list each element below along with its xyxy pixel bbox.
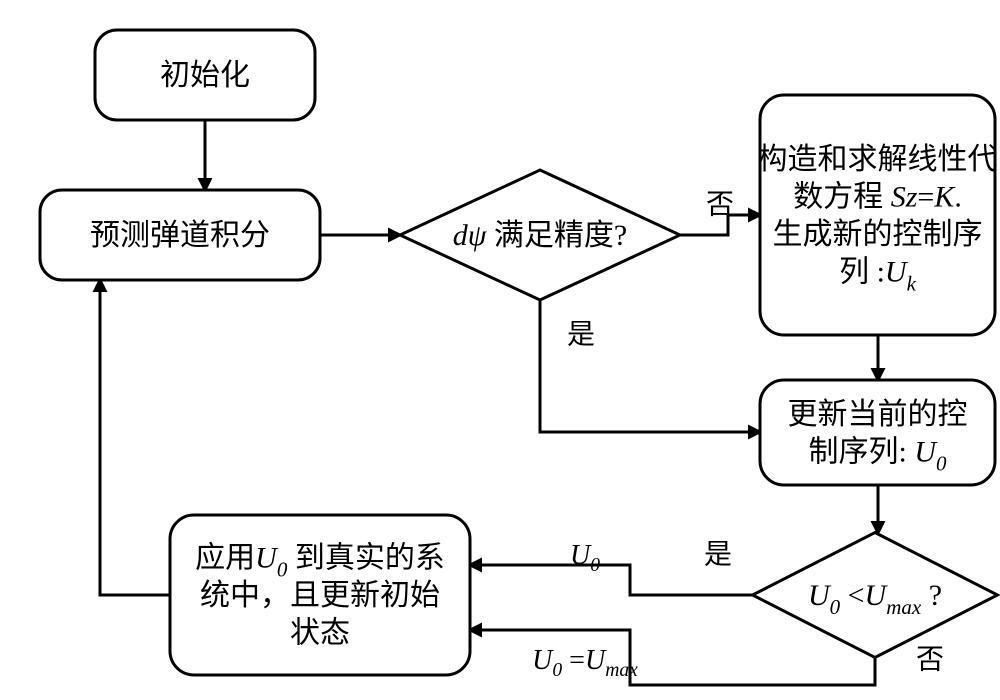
edge-label-e_d1_no_solve: 否 bbox=[706, 190, 734, 221]
edge-label-e_d2_yes_apply: 是 bbox=[704, 540, 732, 571]
node-solve-line-1: 数方程 Sz=K. bbox=[793, 180, 962, 213]
node-apply-line-1: 统中，且更新初始 bbox=[200, 579, 440, 612]
node-solve: 构造和求解线性代数方程 Sz=K.生成新的控制序列 :Uk bbox=[758, 95, 998, 335]
node-update-line-0: 更新当前的控 bbox=[788, 397, 968, 430]
edge-label2-e_d2_yes_apply: U0 bbox=[570, 540, 600, 577]
node-update: 更新当前的控制序列: U0 bbox=[760, 380, 995, 485]
node-apply-line-2: 状态 bbox=[290, 616, 350, 649]
node-decide2: U0 <Umax ? bbox=[753, 533, 998, 658]
edge-label-e_d2_no_apply: 否 bbox=[916, 645, 944, 676]
node-apply: 应用U0 到真实的系统中，且更新初始状态 bbox=[170, 515, 470, 675]
edge-label-e_d1_yes_update: 是 bbox=[567, 320, 595, 351]
node-init-line-0: 初始化 bbox=[160, 59, 250, 92]
node-decide1-label: dψ 满足精度? bbox=[453, 219, 627, 252]
node-decide1: dψ 满足精度? bbox=[400, 170, 680, 300]
node-init: 初始化 bbox=[95, 30, 315, 120]
edge-e_d2_no_apply bbox=[470, 630, 875, 685]
edge-e_apply_predict bbox=[100, 280, 170, 595]
node-solve-line-2: 生成新的控制序 bbox=[773, 217, 983, 250]
node-solve-line-0: 构造和求解线性代 bbox=[758, 142, 998, 175]
node-predict-line-0: 预测弹道积分 bbox=[90, 219, 270, 252]
edge-label2-e_d2_no_apply: U0 =Umax bbox=[532, 645, 638, 682]
node-predict: 预测弹道积分 bbox=[40, 190, 320, 280]
